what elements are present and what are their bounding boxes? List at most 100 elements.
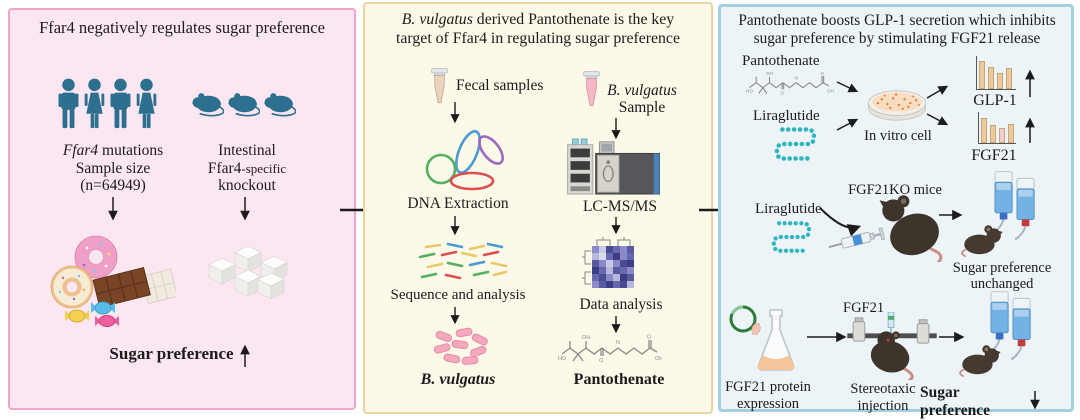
panel-identification bbox=[363, 2, 713, 414]
liraglutide-input-label: Liraglutide bbox=[753, 108, 820, 124]
intestinal-text: Intestinal bbox=[218, 142, 276, 159]
peptide-chain-icon bbox=[774, 127, 817, 161]
ho-label: HO bbox=[558, 356, 567, 362]
diagonal-arrow-icon bbox=[926, 85, 949, 99]
woman-icon bbox=[136, 78, 157, 129]
mutations-text: mutations bbox=[98, 142, 164, 159]
dna-extraction-label: DNA Extraction bbox=[407, 195, 509, 212]
glp1-label: GLP-1 bbox=[973, 92, 1017, 109]
human-cohort-caption: Ffar4 mutations Sample size (n=64949) bbox=[36, 142, 190, 195]
drinking-mouse-icon bbox=[961, 225, 1003, 257]
diagonal-arrow-icon bbox=[836, 118, 859, 131]
dna-reads-icon bbox=[418, 242, 508, 280]
oh-label: OH bbox=[766, 71, 773, 76]
lcms-machine-icon bbox=[567, 138, 660, 195]
man-icon bbox=[58, 78, 79, 129]
candy-icon bbox=[91, 301, 115, 315]
up-arrow-icon bbox=[239, 344, 250, 367]
knockout-text: knockout bbox=[218, 177, 276, 194]
row2-result-label: Sugar preference unchanged bbox=[946, 260, 1058, 292]
fgf21-expression-label: FGF21 protein expression bbox=[714, 379, 822, 413]
molecule-icon: HO OH O N O OH bbox=[558, 335, 662, 365]
flask-icon bbox=[757, 309, 795, 371]
plasmid-icon bbox=[425, 130, 504, 191]
panel-human-mouse bbox=[8, 8, 356, 410]
ffar4-italic: Ffar4 bbox=[62, 142, 99, 159]
down-arrow-icon bbox=[611, 316, 621, 334]
knockout-caption: Intestinal Ffar4-specific knockout bbox=[192, 142, 302, 195]
down-arrow-icon bbox=[240, 197, 250, 221]
candy-icon bbox=[95, 315, 119, 327]
left-result: Sugar preference bbox=[60, 340, 300, 368]
fgf21-label: FGF21 bbox=[971, 147, 1017, 164]
stereotaxic-injection-label: Stereotaxic injection bbox=[850, 381, 916, 415]
curved-arrow-icon bbox=[819, 207, 862, 237]
donut-icon bbox=[50, 265, 94, 309]
glp1-bar-chart bbox=[976, 56, 1016, 90]
donut-icon bbox=[74, 235, 118, 279]
pantothenate-input-label: Pantothenate bbox=[742, 53, 820, 69]
data-analysis-label: Data analysis bbox=[579, 296, 663, 313]
sugar-preference-text: Sugar preference bbox=[952, 260, 1052, 276]
woman-icon bbox=[84, 78, 105, 129]
up-arrow-icon bbox=[1025, 117, 1035, 143]
eppendorf-tube-icon bbox=[431, 68, 448, 104]
oh-label: OH bbox=[655, 356, 662, 362]
down-arrow-icon bbox=[108, 197, 118, 221]
stereotaxic-rig-icon bbox=[847, 312, 937, 380]
title-line2: sugar preference by stimulating FGF21 re… bbox=[753, 30, 1041, 47]
right-arrow-icon bbox=[939, 209, 963, 221]
down-arrow-icon bbox=[450, 216, 460, 236]
bvulgatus-result-label: B. vulgatus bbox=[420, 371, 496, 388]
lcms-label: LC-MS/MS bbox=[582, 198, 658, 215]
oh-label: OH bbox=[827, 89, 834, 94]
water-bottles-icon bbox=[990, 291, 1031, 361]
right-arrow-icon bbox=[807, 331, 847, 343]
sample-text: Sample bbox=[618, 99, 666, 116]
syringe-icon bbox=[828, 227, 886, 249]
fgf21-bar-chart bbox=[978, 112, 1016, 144]
title-line2: target of Ffar4 in regulating sugar pref… bbox=[396, 30, 680, 47]
left-panel-title: Ffar4 negatively regulates sugar prefere… bbox=[39, 18, 325, 37]
ho-label: HO bbox=[746, 89, 753, 94]
right-arrow-icon bbox=[939, 331, 965, 343]
bvulgatus-italic: B. vulgatus bbox=[401, 11, 473, 28]
chocolate-icon bbox=[92, 266, 176, 308]
injection-text: injection bbox=[857, 398, 909, 414]
middle-panel-title: B. vulgatus derived Pantothenate is the … bbox=[372, 10, 704, 48]
sugar-preference-label: Sugar preference bbox=[920, 384, 990, 420]
fgf21ko-mice-label: FGF21KO mice bbox=[848, 182, 942, 198]
human-cohort-icons bbox=[56, 76, 159, 138]
dendrogram-icon bbox=[582, 250, 591, 285]
diagonal-arrow-icon bbox=[926, 113, 949, 126]
right-panel-title: Pantothenate boosts GLP-1 secretion whic… bbox=[733, 12, 1061, 48]
drinking-mouse-icon bbox=[959, 345, 1001, 377]
o-label: O bbox=[780, 90, 784, 95]
sugar-preference-label: Sugar preference bbox=[109, 343, 234, 363]
mouse-icon bbox=[228, 93, 260, 117]
candy-icon bbox=[65, 309, 89, 323]
down-arrow-icon bbox=[1030, 391, 1040, 410]
unchanged-text: unchanged bbox=[970, 276, 1034, 292]
fgf21-injection-label: FGF21 bbox=[843, 300, 885, 316]
sugar-cubes-icon bbox=[208, 246, 288, 300]
mouse-icon bbox=[264, 93, 296, 117]
fecal-samples-label: Fecal samples bbox=[456, 77, 544, 94]
mouse-silhouette-icon bbox=[879, 195, 943, 262]
o-label: O bbox=[820, 71, 824, 76]
oh-label: OH bbox=[582, 335, 590, 341]
up-arrow-icon bbox=[1025, 69, 1035, 97]
sequence-analysis-label: Sequence and analysis bbox=[390, 287, 526, 303]
mouse-icon bbox=[192, 93, 224, 117]
ffar4-text: Ffar4 bbox=[207, 159, 242, 177]
liraglutide-row2-label: Liraglutide bbox=[755, 201, 822, 217]
bvulgatus-italic: B. vulgatus bbox=[607, 82, 677, 99]
o-label: O bbox=[599, 358, 604, 364]
stereotaxic-text: Stereotaxic bbox=[850, 381, 916, 397]
o-label: O bbox=[647, 335, 652, 341]
in-vitro-cell-label: In vitro cell bbox=[864, 128, 932, 144]
title-line1: Pantothenate boosts GLP-1 secretion whic… bbox=[738, 12, 1056, 29]
bacteria-icon bbox=[433, 327, 488, 365]
eppendorf-tube-icon bbox=[583, 71, 600, 107]
